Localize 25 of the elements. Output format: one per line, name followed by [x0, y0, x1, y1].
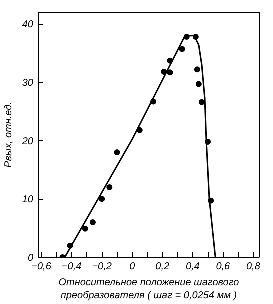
x-tick-label: 0,6 — [216, 262, 231, 272]
point — [194, 66, 200, 73]
x-tick-label: −0,6 — [32, 262, 52, 272]
point — [196, 81, 202, 88]
x-tick-label: 0 — [130, 262, 136, 272]
x-tick-label: 0,8 — [246, 262, 261, 272]
point — [114, 150, 120, 156]
point — [179, 46, 186, 52]
x-tick-label: 0,4 — [186, 262, 200, 272]
point — [198, 99, 205, 106]
point — [99, 196, 106, 202]
y-tick-label: 30 — [22, 78, 34, 89]
y-tick-label: 20 — [21, 136, 34, 148]
point — [90, 220, 96, 226]
y-tick-label: 10 — [22, 194, 34, 206]
point — [106, 184, 113, 190]
x-tick-label: −0,2 — [92, 262, 112, 272]
y-axis-title: Pвых, отн.ед. — [3, 102, 14, 168]
x-tick-label: 0,2 — [156, 262, 170, 272]
point — [82, 226, 88, 232]
point — [167, 70, 174, 76]
x-axis-title: Относительное положение шагового преобразователя ( шаг = 0,0254 мм ) — [58, 278, 240, 302]
x-tick-label: −0,4 — [62, 262, 82, 272]
y-tick-label: 40 — [22, 20, 34, 31]
y-tick-label: 0 — [28, 253, 34, 264]
